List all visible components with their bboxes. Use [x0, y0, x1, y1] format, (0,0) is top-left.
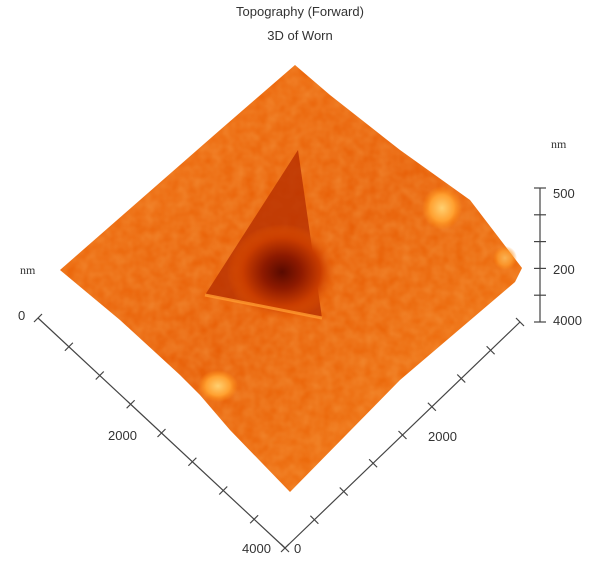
- z-axis-unit: nm: [551, 137, 567, 151]
- y-axis-tick: [398, 430, 407, 440]
- x-axis-tick: [157, 428, 166, 438]
- y-tick-label: 0: [294, 541, 301, 556]
- y-axis-tick: [309, 515, 319, 525]
- x-axis-unit: nm: [20, 263, 36, 277]
- x-axis-tick: [187, 457, 197, 467]
- y-axis-tick: [515, 317, 525, 327]
- pit-center: [227, 224, 337, 320]
- axes: nm 0 2000 4000 0 2000 4000 nm 500 200: [18, 137, 582, 556]
- y-axis-tick: [456, 374, 466, 383]
- x-axis-tick: [33, 313, 43, 323]
- pit-edge: [204, 293, 323, 320]
- bump-left: [198, 370, 238, 402]
- x-axis-tick: [218, 486, 228, 495]
- z-tick-label: 200: [553, 262, 575, 277]
- bump-right: [422, 186, 462, 230]
- x-axis-tick: [126, 399, 136, 409]
- y-tick-label: 2000: [428, 429, 457, 444]
- y-axis-tick: [486, 345, 496, 355]
- y-axis-tick: [368, 458, 378, 468]
- chart-subtitle: 3D of Worn: [267, 28, 333, 43]
- z-tick-label: 500: [553, 186, 575, 201]
- x-axis-tick: [95, 371, 105, 380]
- x-tick-label: 2000: [108, 428, 137, 443]
- surface: [60, 65, 522, 492]
- y-tick-label: 4000: [553, 313, 582, 328]
- bump-edge: [493, 246, 517, 270]
- x-axis-tick: [249, 514, 259, 524]
- x-axis-tick: [280, 543, 290, 553]
- y-axis-tick: [339, 487, 349, 496]
- chart-title: Topography (Forward): [236, 4, 364, 19]
- x-tick-label: 4000: [242, 541, 271, 556]
- x-axis-tick: [64, 342, 74, 352]
- x-tick-label: 0: [18, 308, 25, 323]
- y-axis-tick: [427, 402, 437, 412]
